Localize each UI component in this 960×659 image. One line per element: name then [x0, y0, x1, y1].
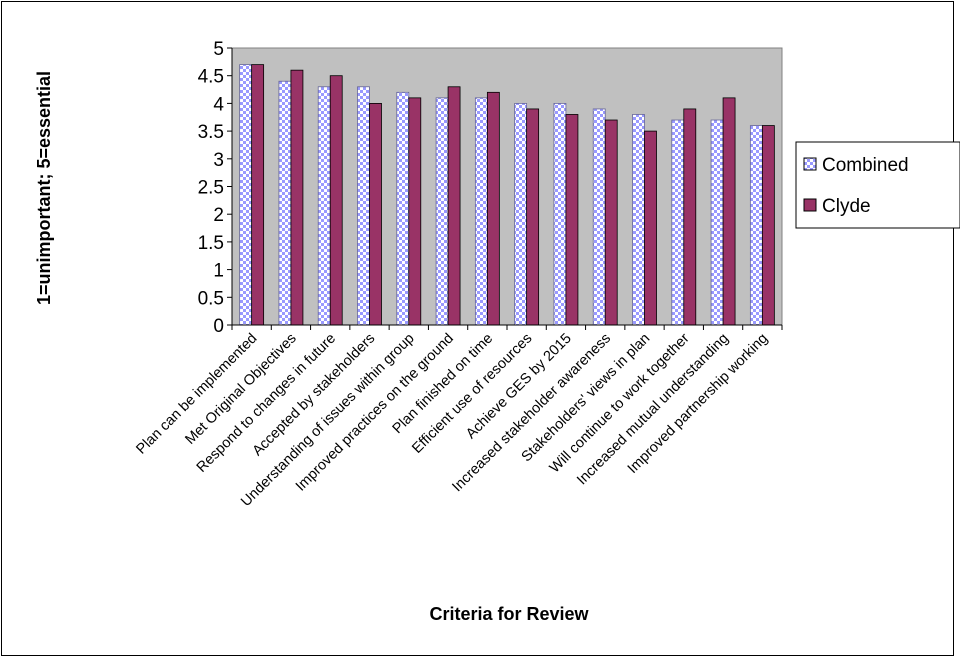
bar-combined-11: [671, 119, 685, 326]
bar-combined-10: [632, 114, 645, 326]
bar-combined-2: [317, 86, 331, 326]
bar-combined-5: [435, 97, 449, 326]
y-tick-label: 2.5: [198, 178, 224, 199]
legend-label-clyde: Clyde: [822, 196, 871, 217]
bar-combined-13: [749, 125, 763, 326]
legend-swatch-clyde: [803, 198, 817, 212]
y-tick-label: 3: [213, 150, 224, 171]
x-axis-title: Criteria for Review: [429, 604, 589, 624]
bar-combined-0: [239, 64, 253, 326]
bar-clyde-12: [722, 97, 736, 326]
bar-clyde-6: [486, 91, 500, 326]
legend: Combined Clyde: [795, 141, 960, 229]
legend-box: [795, 141, 960, 229]
bar-clyde-10: [644, 130, 657, 326]
bar-combined-3: [357, 86, 370, 326]
bar-combined-6: [474, 97, 488, 326]
bar-clyde-5: [447, 86, 461, 326]
bar-clyde-1: [290, 69, 304, 326]
y-tick-label: 0.5: [198, 288, 224, 309]
bar-combined-12: [710, 119, 724, 326]
y-tick-label: 0: [213, 316, 224, 337]
y-tick-label: 3.5: [198, 122, 224, 143]
plot-area: [231, 47, 783, 326]
bar-clyde-4: [408, 97, 422, 326]
bar-combined-8: [553, 103, 567, 326]
bar-clyde-7: [526, 108, 540, 326]
y-tick-label: 4.5: [198, 67, 224, 88]
bars-group: [239, 64, 775, 326]
bar-clyde-3: [369, 103, 382, 326]
y-tick-label: 2: [213, 205, 224, 226]
bar-combined-9: [592, 108, 606, 326]
bar-combined-4: [396, 91, 410, 326]
bar-clyde-11: [683, 108, 697, 326]
y-tick-label: 1: [213, 261, 224, 282]
y-tick-label: 1.5: [198, 233, 224, 254]
y-axis-title: 1=unimportant; 5=essential: [34, 71, 54, 305]
y-ticks-group: 0 0.5 1 1.5 2 2.5 3 3.5 4 4.5 5: [198, 39, 232, 337]
y-tick-label: 5: [213, 39, 224, 60]
legend-swatch-combined: [803, 157, 817, 171]
legend-label-combined: Combined: [822, 155, 909, 176]
bar-clyde-2: [329, 75, 343, 326]
bar-combined-7: [514, 103, 528, 326]
y-tick-label: 4: [213, 94, 224, 115]
bar-clyde-13: [761, 125, 775, 326]
bar-clyde-0: [251, 64, 265, 326]
bar-combined-1: [278, 80, 292, 326]
bar-clyde-8: [565, 114, 579, 326]
bar-clyde-9: [604, 119, 618, 326]
